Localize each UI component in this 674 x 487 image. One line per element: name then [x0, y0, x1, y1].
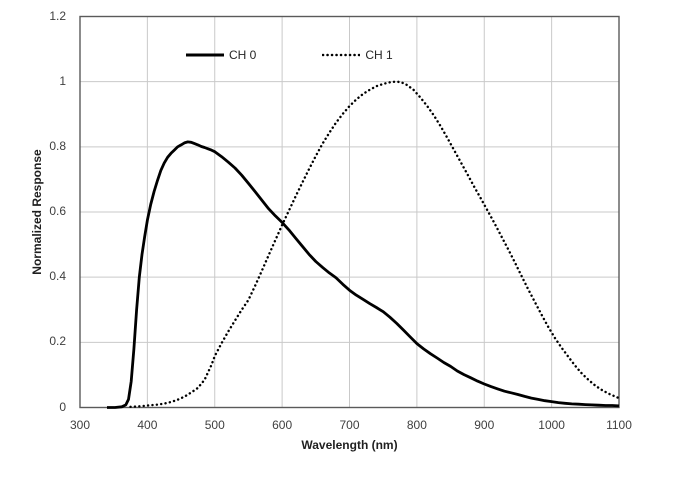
y-tick-label: 0.8: [49, 138, 66, 153]
chart-legend: CH 0 CH 1: [186, 48, 393, 62]
y-tick-label: 0.4: [49, 269, 66, 284]
x-tick-label: 1100: [606, 418, 632, 432]
legend-item-ch1: CH 1: [322, 48, 393, 62]
x-axis-title: Wavelength (nm): [301, 438, 398, 452]
x-tick-label: 1000: [538, 418, 565, 432]
y-tick-label: 1: [59, 73, 66, 88]
x-tick-label: 900: [474, 418, 495, 432]
legend-label-ch1: CH 1: [365, 48, 393, 62]
x-tick-label: 800: [406, 418, 427, 432]
x-tick-label: 700: [339, 418, 360, 432]
x-tick-label: 400: [137, 418, 158, 432]
x-tick-label: 500: [204, 418, 225, 432]
y-tick-label: 0.6: [49, 204, 66, 218]
legend-label-ch0: CH 0: [229, 48, 257, 62]
y-tick-label: 1.2: [49, 8, 66, 23]
x-tick-label: 600: [272, 418, 293, 432]
curve-ch0: [107, 140, 620, 409]
y-tick-label: 0.2: [49, 334, 66, 349]
y-tick-label: 0: [59, 399, 66, 414]
ch1-dotted-line-sample: [322, 53, 361, 57]
legend-item-ch0: CH 0: [186, 48, 256, 62]
plot-border: [79, 15, 620, 409]
ch0-solid-line-sample: [186, 53, 224, 57]
x-tick-label: 300: [69, 418, 91, 432]
curve-ch1: [129, 80, 621, 408]
